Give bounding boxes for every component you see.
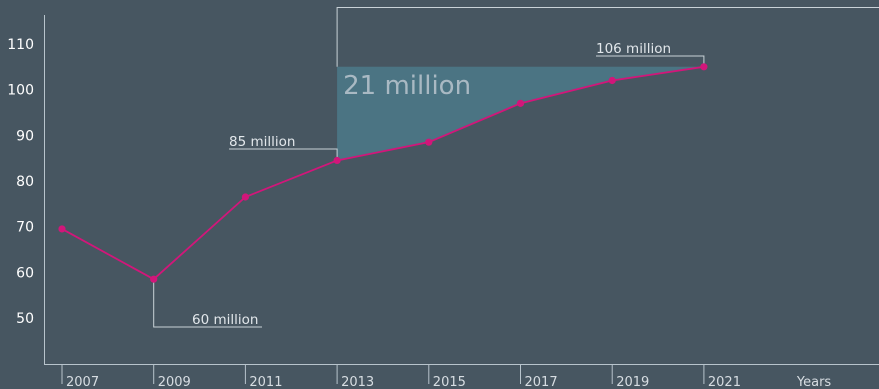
series-line-path [61, 65, 705, 281]
x-tick-label: 2015 [433, 375, 466, 389]
y-tick-label: 80 [16, 174, 34, 190]
leader-85-million [229, 148, 338, 161]
axes [44, 15, 879, 365]
x-tick-label: 2019 [616, 375, 649, 389]
frame-21-million [336, 7, 879, 67]
annotation-106-million: 106 million [596, 41, 671, 57]
data-point [58, 225, 66, 233]
series-points [58, 63, 708, 283]
x-axis-ticks: 2007 2009 2011 2013 2015 2017 2019 2021 [61, 365, 741, 389]
data-point [241, 193, 249, 201]
leader-106-million [596, 55, 705, 67]
y-tick-label: 110 [7, 37, 34, 53]
gain-area [337, 66, 704, 161]
x-tick-label: 2017 [525, 375, 558, 389]
y-tick-label: 100 [7, 83, 34, 99]
y-tick-label: 90 [16, 128, 34, 144]
data-point [700, 63, 708, 71]
data-point [333, 156, 341, 165]
y-tick-label: 70 [16, 220, 34, 236]
annotation-21-million: 21 million [343, 71, 471, 101]
annotation-leaders [153, 7, 879, 328]
annotation-60-million: 60 million [192, 312, 258, 328]
annotation-85-million: 85 million [229, 134, 295, 150]
data-point [425, 138, 433, 146]
data-point [150, 275, 158, 283]
x-tick-label: 2007 [66, 375, 99, 389]
x-tick-label: 2013 [341, 375, 374, 389]
x-axis-label: Years [796, 375, 832, 389]
y-tick-label: 60 [16, 265, 34, 281]
data-point [516, 99, 525, 107]
x-tick-label: 2009 [158, 375, 191, 389]
x-tick-label: 2011 [249, 375, 282, 389]
gain-area-fill [337, 66, 704, 161]
y-axis-ticks: 50 60 70 80 90 100 110 [7, 37, 34, 327]
y-tick-label: 50 [16, 311, 34, 327]
leader-60-million [153, 279, 262, 328]
x-tick-label: 2021 [708, 375, 741, 389]
series-line [61, 65, 705, 281]
data-point [608, 76, 616, 85]
